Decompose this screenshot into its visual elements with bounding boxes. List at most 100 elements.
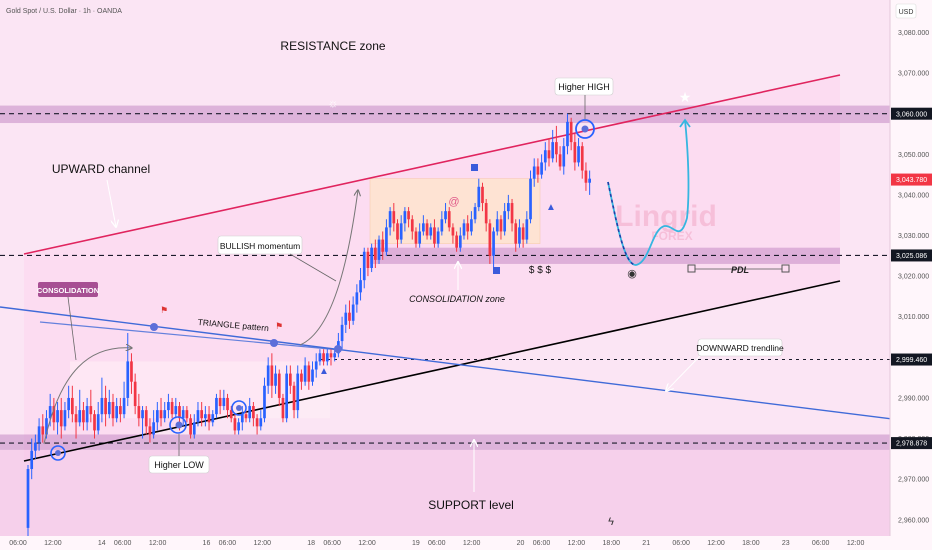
candle-body xyxy=(555,142,558,155)
x-tick-label: 06:00 xyxy=(428,540,446,547)
candle-body xyxy=(495,219,499,232)
support-zone-band xyxy=(0,434,890,450)
candle-body xyxy=(270,365,274,386)
candle-body xyxy=(540,162,543,175)
candle-body xyxy=(551,142,555,159)
upward-channel-bottom-line xyxy=(23,280,841,462)
candle-body xyxy=(466,223,470,232)
candle-body xyxy=(244,414,248,419)
candle-body xyxy=(318,353,322,362)
x-tick-labels: 06:00 12:00 14 06:00 12:00 16 06:00 12:00 18 06:0… xyxy=(9,540,864,547)
pdl-start-box xyxy=(687,264,696,273)
bullish-momentum-pointer xyxy=(289,253,337,282)
bullish-momentum-box xyxy=(217,235,303,255)
y-tick-label: 3,020.000 xyxy=(898,274,929,281)
x-tick-label: 06:00 xyxy=(533,540,551,547)
candle-body xyxy=(577,146,580,163)
candle-body xyxy=(373,247,377,260)
x-tick-label: 21 xyxy=(642,540,650,547)
candle-body xyxy=(455,235,458,248)
time-axis[interactable] xyxy=(0,536,932,550)
candle-body xyxy=(67,397,70,411)
candle-body xyxy=(178,406,181,419)
x-tick-label: 23 xyxy=(782,540,790,547)
candle-body xyxy=(78,410,82,423)
swing-circle-3[interactable] xyxy=(231,400,247,416)
candle-body xyxy=(37,426,41,443)
candle-body xyxy=(392,211,396,224)
upward-channel-top-line xyxy=(23,74,841,255)
candle-body xyxy=(547,150,551,159)
candle-body xyxy=(370,247,373,268)
higher-low-circle[interactable] xyxy=(169,416,187,434)
candle-body xyxy=(462,223,466,236)
x-tick-label: 06:00 xyxy=(9,540,27,547)
candle-body xyxy=(218,397,222,407)
symbol-title: Gold Spot / U.S. Dollar · 1h · OANDA xyxy=(6,8,122,15)
lightning-icon[interactable]: ϟ xyxy=(608,516,614,528)
candle-body xyxy=(155,410,159,423)
x-tick-label: 06:00 xyxy=(812,540,830,547)
candle-body xyxy=(196,410,200,423)
y-tick-label: 3,080.000 xyxy=(898,30,929,37)
candle-body xyxy=(381,239,385,252)
x-tick-label: 19 xyxy=(412,540,420,547)
price-label-box xyxy=(891,173,932,186)
candle-body xyxy=(126,361,130,398)
price-axis[interactable] xyxy=(890,0,932,550)
candle-body xyxy=(536,166,540,175)
candle-body xyxy=(532,166,536,179)
resistance-zone-label: RESISTANCE zone xyxy=(280,39,385,53)
rocket-icon-2: ▲ xyxy=(319,366,329,377)
currency-box[interactable] xyxy=(895,3,917,19)
snail-icon: @ xyxy=(448,196,459,208)
x-tick-label: 16 xyxy=(203,540,211,547)
candle-body xyxy=(377,239,381,260)
candle-body xyxy=(248,406,252,419)
triangle-upper-line xyxy=(39,321,341,351)
candle-body xyxy=(211,414,215,423)
candle-body xyxy=(510,203,514,224)
x-tick-label: 12:00 xyxy=(254,540,272,547)
x-tick-label: 20 xyxy=(517,540,525,547)
candle-body xyxy=(111,402,115,419)
triangle-point-1 xyxy=(150,323,158,331)
event-flag-2 xyxy=(493,267,500,274)
higher-high-circle[interactable] xyxy=(575,119,595,139)
candle-body xyxy=(296,373,300,411)
consolidation-tag-box xyxy=(38,282,98,297)
candle-body xyxy=(185,410,189,419)
y-tick-label: 3,010.000 xyxy=(898,314,929,321)
downward-trendline-label: DOWNWARD trendline xyxy=(696,343,784,353)
candle-body xyxy=(255,418,259,427)
candle-body xyxy=(259,418,263,427)
x-tick-label: 12:00 xyxy=(707,540,725,547)
candle-body xyxy=(130,361,133,382)
candle-body xyxy=(396,223,399,240)
price-label: 2,999.460 xyxy=(896,357,927,364)
candle-body xyxy=(281,397,285,419)
swing-circle-1[interactable] xyxy=(50,445,66,461)
pdl-label: PDL xyxy=(731,265,749,275)
candle-body xyxy=(329,353,333,358)
price-label: 3,025.086 xyxy=(896,253,927,260)
candle-body xyxy=(89,406,93,415)
projection-dip xyxy=(607,181,637,266)
candle-body xyxy=(514,223,518,244)
candle-body xyxy=(170,402,174,415)
downward-trendline-box xyxy=(697,338,783,357)
early-move-arrow xyxy=(43,348,132,445)
candle-body xyxy=(344,312,348,325)
event-flag-1 xyxy=(471,164,478,171)
x-tick-label: 12:00 xyxy=(44,540,62,547)
candle-body xyxy=(366,251,370,268)
price-labels: 3,060.000 3,043.780 3,025.086 2,999.460 2,97… xyxy=(891,107,932,450)
candle-body xyxy=(440,219,444,232)
candle-body xyxy=(425,223,429,236)
rocket-icon-1: ▲ xyxy=(546,202,556,213)
y-tick-label: 2,960.000 xyxy=(898,517,929,524)
candle-body xyxy=(122,397,126,415)
candle-body xyxy=(30,450,34,469)
candle-body xyxy=(285,373,288,419)
candle-body xyxy=(444,211,447,220)
